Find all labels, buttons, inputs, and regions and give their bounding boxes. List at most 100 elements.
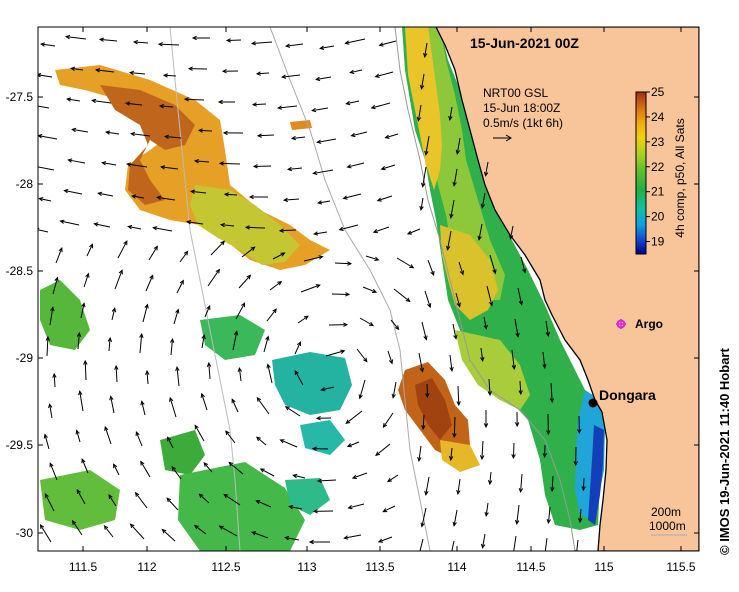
lat-axis: -27.5 -28 -28.5 -29 -29.5 -30 [6,90,699,540]
current-arrow [108,494,117,507]
lat-tick-label: -27.5 [6,90,34,104]
lon-tick-label: 112.5 [211,560,240,574]
lon-tick-label: 112 [137,560,156,574]
current-arrow [107,336,113,352]
current-arrow [458,261,465,276]
isobath-west [169,27,241,551]
current-arrow [315,416,332,421]
current-arrow [284,406,301,417]
current-arrow [344,38,366,45]
current-arrow [241,246,256,258]
current-arrow [384,133,399,139]
current-arrow [362,286,378,293]
current-arrow [549,382,555,404]
sst-teal-small [300,420,345,455]
land [435,27,699,551]
current-arrow [297,315,309,324]
current-arrow [223,192,238,197]
current-arrow [166,497,179,511]
current-arrow [480,347,485,363]
current-arrow [140,460,151,478]
current-arrow [63,188,83,195]
current-arrow [250,41,273,46]
current-arrow [81,458,89,474]
current-arrow [487,471,493,486]
current-arrow [320,386,335,392]
current-arrow [365,255,380,261]
current-arrow [425,383,430,399]
current-arrow [419,73,425,90]
current-arrow [386,474,399,483]
current-arrow [338,224,359,232]
current-arrow [449,199,455,219]
sst-warm-nw-dark [100,85,195,205]
current-arrow [359,317,374,327]
isobath-label-200m: 200m [651,505,681,519]
current-arrow [83,272,90,288]
current-arrow [193,524,207,535]
current-arrow [421,321,428,341]
current-arrow [292,473,306,479]
colorbar-tick-label: 23 [651,135,665,149]
current-arrow [480,192,486,209]
current-arrow [574,539,579,551]
current-arrow [139,332,144,354]
lon-axis: 111.5 112 112.5 113 113.5 114 114.5 115 115.5 [69,27,696,574]
imos-credit: © IMOS 19-Jun-2021 11:40 Hobart [717,348,732,555]
current-arrow [376,195,393,202]
current-arrow [225,430,236,444]
current-arrow [255,71,270,76]
dongara-marker[interactable] [588,398,598,408]
sst-green-south [178,462,305,551]
current-arrow [406,228,421,235]
lon-tick-label: 111.5 [69,560,98,574]
current-arrow [117,240,128,259]
current-arrow [573,446,578,467]
current-arrow [418,352,425,373]
current-arrow [311,446,329,451]
current-arrow [238,274,252,289]
current-arrow [513,535,517,551]
current-arrow [218,161,241,166]
current-arrow [421,166,427,188]
current-arrow [356,348,368,363]
current-arrow [514,318,520,338]
current-arrow [288,504,303,510]
current-arrow [282,197,300,203]
current-arrow [45,335,50,357]
sst-nearshore-light [416,27,505,300]
current-arrow [272,252,286,260]
current-arrow [67,158,86,164]
current-arrow [543,537,548,551]
sst-green-west [40,280,90,350]
current-arrow [455,137,461,155]
current-arrow [520,256,527,274]
current-arrow [114,364,119,383]
current-arrow [191,35,211,41]
current-arrow [231,398,239,413]
current-arrow [170,337,175,356]
current-arrow [248,194,269,200]
current-arrow [179,250,189,263]
lat-tick-label: -30 [16,526,34,540]
current-arrow [219,222,235,228]
current-arrow [124,101,143,106]
sst-teal-central [272,352,352,415]
current-arrow [375,443,391,457]
current-arrow [455,292,461,308]
current-arrow [126,162,148,168]
current-arrow [328,322,349,327]
current-arrow [372,226,390,234]
current-arrow [317,200,331,205]
current-arrow [223,493,241,506]
argo-marker[interactable] [616,319,626,329]
current-arrow [250,531,269,539]
current-arrow [163,134,182,139]
current-arrow [269,280,283,291]
current-arrow [76,331,82,350]
current-arrow [280,74,301,79]
current-arrow [38,227,49,233]
current-arrow [157,42,180,47]
current-arrows [38,34,586,551]
current-arrow [290,135,306,141]
